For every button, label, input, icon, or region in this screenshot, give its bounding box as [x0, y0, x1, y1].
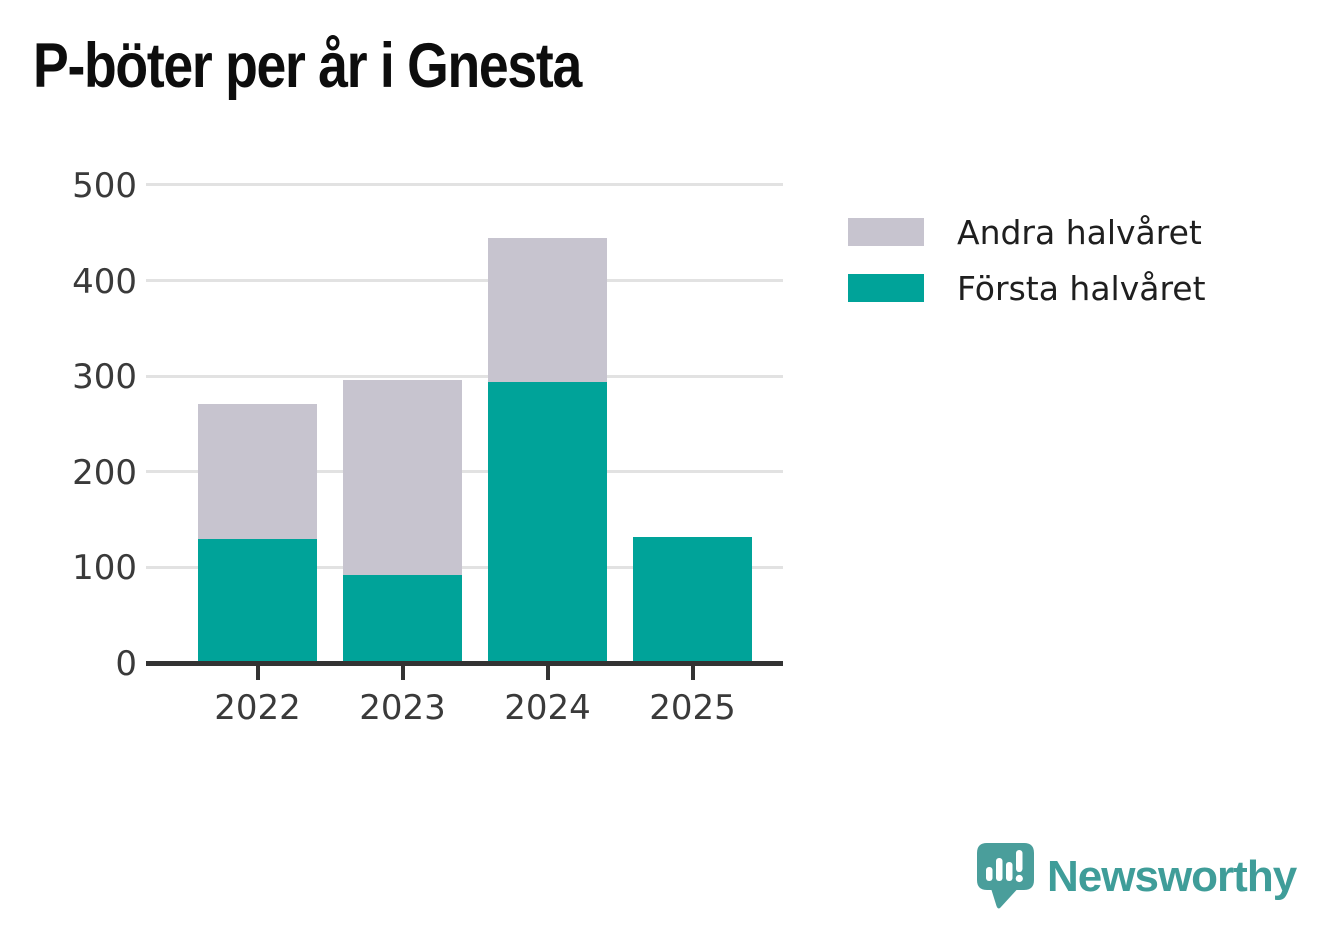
x-axis-label-2022: 2022	[214, 688, 301, 728]
legend-item-forsta-halvaret: Första halvåret	[848, 269, 1206, 308]
axis-tick-2024	[545, 666, 550, 680]
legend-swatch-icon	[848, 218, 924, 246]
bar-2023-andra-halvaret	[343, 379, 462, 576]
legend: Andra halvåret Första halvåret	[848, 213, 1206, 330]
y-axis-label-300: 300	[72, 357, 137, 398]
gridline-100	[146, 565, 783, 569]
newsworthy-logo-icon	[977, 843, 1034, 909]
axis-tick-2025	[690, 666, 695, 680]
gridline-200	[146, 470, 783, 474]
bar-2023-forsta-halvaret	[343, 575, 462, 663]
bar-2025-forsta-halvaret	[633, 536, 752, 663]
bar-2024-forsta-halvaret	[488, 381, 607, 663]
legend-label: Första halvåret	[957, 268, 1206, 308]
y-axis-label-400: 400	[72, 261, 137, 302]
axis-tick-2022	[255, 666, 260, 680]
bar-2022-forsta-halvaret	[198, 538, 317, 663]
x-axis-label-2025: 2025	[649, 688, 736, 728]
y-axis-label-500: 500	[72, 165, 137, 206]
gridline-300	[146, 374, 783, 378]
y-axis-label-0: 0	[115, 644, 137, 684]
legend-swatch-icon	[848, 274, 924, 302]
brand-name: Newsworthy	[1047, 852, 1297, 901]
brand-footer: Newsworthy	[977, 843, 1297, 911]
axis-tick-2023	[400, 666, 405, 680]
y-axis-label-100: 100	[72, 548, 137, 589]
bar-2024-andra-halvaret	[488, 238, 607, 382]
legend-item-andra-halvaret: Andra halvåret	[848, 213, 1206, 252]
bar-2022-andra-halvaret	[198, 403, 317, 539]
x-axis-label-2023: 2023	[359, 688, 446, 728]
x-axis-label-2024: 2024	[504, 688, 591, 728]
y-axis-label-200: 200	[72, 452, 137, 493]
chart-title: P-böter per år i Gnesta	[33, 31, 582, 101]
gridline-400	[146, 279, 783, 283]
legend-label: Andra halvåret	[957, 212, 1202, 252]
gridline-500	[146, 183, 783, 187]
x-axis-line	[146, 661, 783, 666]
